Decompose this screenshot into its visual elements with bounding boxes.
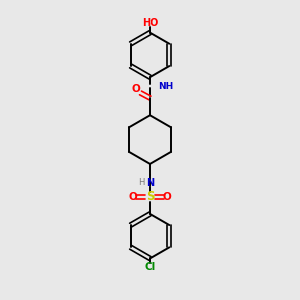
Text: N: N <box>146 178 155 188</box>
Text: Cl: Cl <box>144 262 156 272</box>
Text: O: O <box>129 192 138 202</box>
Text: S: S <box>146 190 154 203</box>
Text: O: O <box>131 84 140 94</box>
Text: O: O <box>162 192 171 202</box>
Text: NH: NH <box>158 82 174 91</box>
Text: HO: HO <box>142 18 158 28</box>
Text: H: H <box>139 178 145 188</box>
